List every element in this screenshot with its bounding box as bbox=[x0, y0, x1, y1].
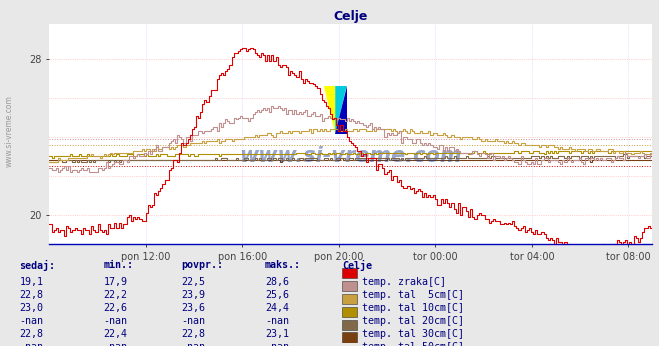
Text: 22,6: 22,6 bbox=[103, 303, 127, 313]
Text: temp. tal 20cm[C]: temp. tal 20cm[C] bbox=[362, 316, 464, 326]
Text: min.:: min.: bbox=[103, 260, 134, 270]
Bar bbox=[343, 294, 357, 304]
Text: -nan: -nan bbox=[20, 316, 43, 326]
Text: 22,8: 22,8 bbox=[20, 290, 43, 300]
Text: Celje: Celje bbox=[343, 260, 372, 271]
Text: 22,2: 22,2 bbox=[103, 290, 127, 300]
Text: 28,6: 28,6 bbox=[265, 277, 289, 287]
Text: www.si-vreme.com: www.si-vreme.com bbox=[5, 95, 14, 167]
Text: temp. tal 50cm[C]: temp. tal 50cm[C] bbox=[362, 342, 464, 346]
Text: sedaj:: sedaj: bbox=[20, 260, 55, 271]
Text: -nan: -nan bbox=[181, 342, 205, 346]
Bar bbox=[343, 307, 357, 317]
Text: 22,5: 22,5 bbox=[181, 277, 205, 287]
Text: 19,1: 19,1 bbox=[20, 277, 43, 287]
Text: 23,6: 23,6 bbox=[181, 303, 205, 313]
Text: 25,6: 25,6 bbox=[265, 290, 289, 300]
Text: temp. tal 10cm[C]: temp. tal 10cm[C] bbox=[362, 303, 464, 313]
Text: maks.:: maks.: bbox=[265, 260, 301, 270]
Text: -nan: -nan bbox=[20, 342, 43, 346]
Bar bbox=[343, 281, 357, 291]
Text: povpr.:: povpr.: bbox=[181, 260, 223, 270]
Text: 17,9: 17,9 bbox=[103, 277, 127, 287]
Bar bbox=[343, 332, 357, 343]
Text: 23,0: 23,0 bbox=[20, 303, 43, 313]
Text: -nan: -nan bbox=[103, 342, 127, 346]
Text: 22,8: 22,8 bbox=[20, 329, 43, 339]
Text: temp. tal 30cm[C]: temp. tal 30cm[C] bbox=[362, 329, 464, 339]
Title: Celje: Celje bbox=[333, 10, 368, 23]
Text: temp. tal  5cm[C]: temp. tal 5cm[C] bbox=[362, 290, 464, 300]
Bar bbox=[343, 268, 357, 278]
Text: -nan: -nan bbox=[181, 316, 205, 326]
Text: -nan: -nan bbox=[265, 342, 289, 346]
Text: 24,4: 24,4 bbox=[265, 303, 289, 313]
Text: 23,9: 23,9 bbox=[181, 290, 205, 300]
Text: 22,4: 22,4 bbox=[103, 329, 127, 339]
Bar bbox=[343, 320, 357, 330]
Text: www.si-vreme.com: www.si-vreme.com bbox=[240, 146, 462, 166]
Text: 22,8: 22,8 bbox=[181, 329, 205, 339]
Text: 23,1: 23,1 bbox=[265, 329, 289, 339]
Text: -nan: -nan bbox=[265, 316, 289, 326]
Text: -nan: -nan bbox=[103, 316, 127, 326]
Text: temp. zraka[C]: temp. zraka[C] bbox=[362, 277, 445, 287]
